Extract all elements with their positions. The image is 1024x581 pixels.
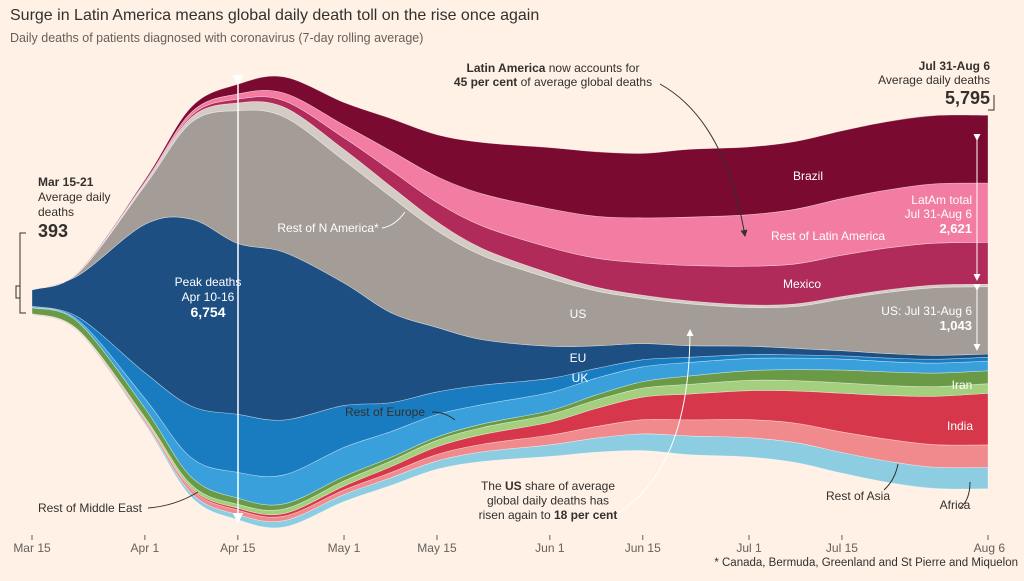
annotation: Average daily deaths [878, 73, 990, 87]
annotation: LatAm total [911, 193, 972, 207]
annotation-text: 18 per cent [554, 508, 617, 522]
series-label: Mexico [783, 277, 821, 291]
x-tick-label: Jul 1 [736, 541, 762, 555]
annotation-text: Latin America [467, 61, 546, 75]
annotation-text: Jul 31-Aug 6 [919, 59, 991, 73]
annotation-text: US [505, 479, 522, 493]
x-tick-label: Mar 15 [13, 541, 51, 555]
x-tick-label: Apr 1 [131, 541, 160, 555]
series-label: Brazil [793, 169, 823, 183]
annotation-text: now accounts for [545, 61, 639, 75]
annotation-text: deaths [38, 205, 74, 219]
annotation: Jul 31-Aug 6 [905, 207, 973, 221]
annotation-figure: 5,795 [945, 88, 990, 108]
x-tick-label: Jun 15 [625, 541, 661, 555]
series-label: Africa [940, 498, 971, 512]
annotation-text: Apr 10-16 [182, 290, 235, 304]
annotation-text: share of average [522, 479, 616, 493]
bracket [15, 232, 26, 314]
annotation-text: Peak deaths [175, 275, 242, 289]
x-tick-label: Aug 6 [974, 541, 1006, 555]
annotation-text: global daily deaths has [487, 494, 609, 508]
annotation-text: Jul 31-Aug 6 [905, 207, 973, 221]
x-tick-label: Apr 15 [220, 541, 256, 555]
leader [431, 411, 456, 421]
plot [31, 75, 989, 529]
x-tick-label: Jun 1 [535, 541, 565, 555]
x-tick-label: May 1 [328, 541, 361, 555]
annotation: global daily deaths has [487, 494, 609, 508]
annotation-text: risen again to [479, 508, 554, 522]
leader [959, 481, 971, 509]
chart-subtitle: Daily deaths of patients diagnosed with … [10, 31, 423, 45]
series-label: Rest of Europe [345, 405, 425, 419]
annotation-text: Average daily deaths [878, 73, 990, 87]
annotation: Average daily [38, 190, 111, 204]
annotation: Mar 15-21 [38, 175, 94, 189]
annotation: Jul 31-Aug 6 [919, 59, 991, 73]
series-label: Rest of Latin America [771, 229, 885, 243]
series-label: Rest of Asia [826, 489, 890, 503]
annotation-figure: 6,754 [190, 304, 225, 320]
annotation-text: Average daily [38, 190, 111, 204]
annotation: risen again to 18 per cent [479, 508, 618, 522]
annotation: Peak deaths [175, 275, 242, 289]
series-label: Rest of Middle East [38, 501, 143, 515]
series-label: India [947, 419, 973, 433]
annotation-text: of average global deaths [517, 75, 652, 89]
annotation: 45 per cent of average global deaths [454, 75, 652, 89]
leader [147, 491, 199, 509]
annotation-text: The [481, 479, 505, 493]
annotation-figure: 2,621 [939, 221, 972, 236]
footnote: * Canada, Bermuda, Greenland and St Pier… [714, 557, 1018, 569]
annotation-text: 45 per cent [454, 75, 517, 89]
annotation-figure: 393 [38, 221, 68, 241]
annotation-text: US: Jul 31-Aug 6 [881, 304, 972, 318]
annotation: Latin America now accounts for [467, 61, 640, 75]
leader [883, 463, 899, 491]
arrow [614, 329, 694, 516]
leader [381, 211, 406, 229]
series-label: UK [572, 371, 589, 385]
annotation: The US share of average [481, 479, 615, 493]
annotation: US: Jul 31-Aug 6 [881, 304, 972, 318]
x-tick-label: Jul 15 [826, 541, 858, 555]
annotation: Apr 10-16 [182, 290, 235, 304]
x-tick-label: May 15 [417, 541, 457, 555]
series-label: US [570, 307, 587, 321]
series-label: Rest of N America* [277, 221, 379, 235]
annotation-text: Mar 15-21 [38, 175, 94, 189]
annotation: deaths [38, 205, 74, 219]
series-label: Iran [952, 378, 973, 392]
annotation-figure: 1,043 [939, 318, 972, 333]
overlay [15, 75, 995, 524]
annotation-text: LatAm total [911, 193, 972, 207]
stream-area [31, 75, 989, 290]
series-label: EU [570, 351, 587, 365]
arrow [659, 83, 748, 237]
chart-title: Surge in Latin America means global dail… [10, 7, 539, 24]
bracket [988, 95, 995, 111]
